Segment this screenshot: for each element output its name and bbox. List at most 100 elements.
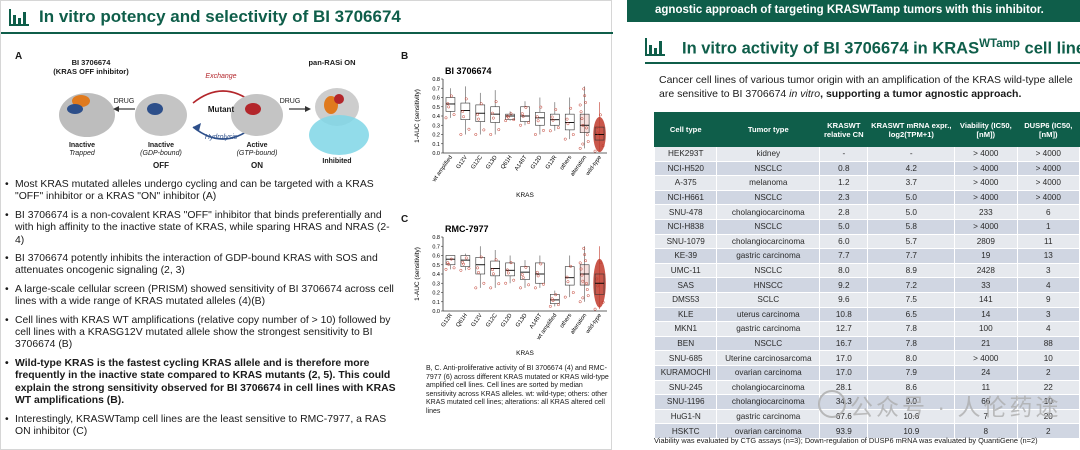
inhibitor-sublabel: (KRAS OFF inhibitor)	[53, 67, 129, 76]
chart-title: BI 3706674	[445, 66, 492, 76]
table-cell: 3	[1016, 306, 1080, 323]
data-point	[489, 133, 493, 136]
table-cell: > 4000	[954, 160, 1018, 177]
bullet-item: Cell lines with KRAS WT amplifications (…	[5, 315, 397, 352]
data-point	[535, 115, 539, 119]
right-panel: agnostic approach of targeting KRASWTamp…	[627, 0, 1080, 450]
data-point	[459, 268, 463, 272]
x-tick-label: G12D	[500, 313, 514, 329]
data-point	[524, 106, 528, 109]
table-cell: 4.2	[867, 160, 956, 177]
table-cell: 2	[1016, 364, 1080, 381]
table-cell: NSCLC	[716, 262, 821, 279]
data-point	[593, 149, 597, 153]
intro-plain: Cancer cell lines of various tumor origi…	[659, 74, 1073, 100]
data-point	[542, 282, 545, 286]
kras-gtp-molecule	[231, 94, 283, 136]
table-cell: 7.9	[867, 364, 956, 381]
x-axis-label: KRAS	[516, 192, 534, 199]
table-cell: 7	[954, 408, 1018, 425]
y-tick-label: 0.4	[432, 272, 440, 278]
x-tick-label: A146T	[529, 312, 544, 330]
x-tick-label: G13D	[515, 313, 529, 329]
y-tick-label: 0.2	[432, 291, 440, 297]
off-label: OFF	[153, 161, 169, 170]
table-cell: NSCLC	[716, 189, 821, 206]
inhibitor-label: BI 3706674	[71, 58, 111, 67]
data-point	[548, 129, 552, 133]
chart-c: RMC-7977 1-AUC (sensitivity) 0.0 0.1 0.2 0.3 0…	[414, 224, 607, 357]
table-cell: 33	[954, 277, 1018, 293]
table-cell: 11	[1016, 233, 1080, 250]
data-point	[582, 247, 586, 250]
mutant-label: Mutant	[207, 105, 235, 114]
table-row: KURAMOCHI ovarian carcinoma 17.0 7.9 24 2	[653, 364, 1080, 381]
data-point	[598, 261, 602, 265]
data-point	[536, 274, 540, 278]
data-point	[550, 297, 554, 301]
data-point	[477, 271, 480, 274]
data-point	[569, 106, 573, 110]
table-cell: 5.8	[867, 218, 956, 235]
table-cell: 19	[954, 248, 1018, 264]
bar-chart-icon	[645, 38, 665, 56]
table-cell: 8.0	[867, 350, 956, 366]
table-cell: 233	[954, 204, 1018, 220]
box-iqr	[505, 113, 515, 121]
table-cell: SCLC	[716, 291, 821, 308]
y-tick-label: 0.3	[432, 123, 440, 129]
table-cell: 2.8	[819, 204, 869, 220]
col-header: Cell type	[653, 112, 718, 147]
table-cell: SNU-1196	[653, 394, 718, 410]
table-row: KLE uterus carcinoma 10.8 6.5 14 3	[653, 306, 1080, 323]
y-tick-label: 0.7	[432, 244, 440, 250]
box-iqr	[564, 113, 575, 131]
data-point	[494, 258, 498, 262]
right-title-end: cell lines	[1024, 39, 1080, 58]
bullet-item: BI 3706674 is a non-covalent KRAS "OFF" …	[5, 210, 397, 247]
y-tick-label: 0.4	[432, 114, 440, 120]
x-tick-label: G12D	[530, 155, 544, 171]
table-cell: NCI-H520	[653, 160, 718, 177]
data-point	[579, 110, 583, 114]
box-iqr	[579, 113, 590, 133]
y-tick-label: 0.6	[432, 96, 440, 102]
y-tick-label: 0.8	[432, 77, 440, 83]
table-cell: 10.8	[819, 306, 869, 323]
table-row: SNU-478 cholangiocarcinoma 2.8 5.0 233 6	[653, 204, 1080, 220]
kras-gdp-molecule	[135, 94, 187, 136]
table-cell: KE-39	[653, 248, 718, 264]
data-point	[476, 266, 480, 270]
data-point	[520, 273, 524, 277]
data-point	[584, 101, 587, 104]
table-cell: 12.7	[819, 321, 869, 337]
data-point	[461, 109, 465, 113]
x-tick-label: G12V	[470, 313, 483, 329]
drug-label-right: DRUG	[279, 98, 301, 105]
data-point	[519, 123, 522, 127]
data-point	[595, 277, 599, 281]
bullet-item: A large-scale cellular screen (PRISM) sh…	[5, 284, 397, 309]
x-tick-label: others	[559, 155, 573, 172]
data-point	[467, 127, 471, 131]
table-row: HuG1-N gastric carcinoma 67.6 10.6 7 20	[653, 408, 1080, 425]
data-point	[491, 268, 494, 272]
box-iqr	[520, 106, 530, 122]
table-row: MKN1 gastric carcinoma 12.7 7.8 100 4	[653, 321, 1080, 337]
table-cell: 8.0	[819, 262, 869, 279]
data-point	[461, 260, 465, 264]
data-point	[474, 286, 478, 290]
table-cell: HSKTC	[653, 423, 718, 439]
table-cell: 100	[954, 321, 1018, 337]
bullet-item: BI 3706674 potently inhibits the interac…	[5, 253, 397, 278]
watermark-icon	[818, 390, 846, 418]
right-title-sup: WTamp	[979, 38, 1020, 50]
table-cell: KURAMOCHI	[653, 364, 718, 381]
table-cell: cholangiocarcinoma	[716, 204, 821, 220]
right-title: In vitro activity of BI 3706674 in KRASW…	[682, 38, 1080, 59]
x-tick-label: G12V	[456, 155, 469, 171]
x-tick-label: G12R	[440, 313, 454, 329]
data-point	[563, 137, 567, 141]
y-tick-label: 0.0	[432, 151, 440, 157]
y-tick-label: 0.2	[432, 133, 440, 139]
